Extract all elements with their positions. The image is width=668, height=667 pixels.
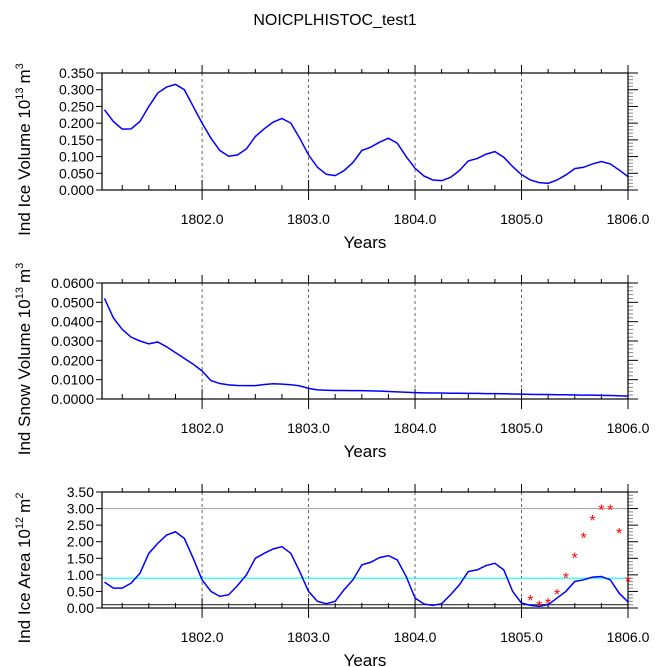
y-tick-label: 0.50 xyxy=(67,583,94,599)
observation-marker: * xyxy=(572,551,578,568)
x-axis-label: Years xyxy=(344,233,387,252)
y-tick-label: 0.150 xyxy=(59,132,94,148)
x-axis-label: Years xyxy=(344,651,387,667)
x-tick-label: 1803.0 xyxy=(287,629,330,645)
y-axis-label: Ind Ice Volume 1013m3 xyxy=(14,63,34,236)
x-tick-label: 1802.0 xyxy=(181,420,224,436)
observation-marker: * xyxy=(527,593,533,610)
observation-marker: * xyxy=(589,513,595,530)
y-tick-label: 2.00 xyxy=(67,534,94,550)
y-tick-label: 0.350 xyxy=(59,65,94,81)
x-axis-label: Years xyxy=(344,442,387,461)
y-tick-label: 2.50 xyxy=(67,517,94,533)
y-tick-label: 0.100 xyxy=(59,149,94,165)
plot-frame xyxy=(101,72,629,191)
x-tick-label: 1805.0 xyxy=(500,629,543,645)
y-tick-label: 0.0600 xyxy=(51,275,94,291)
x-tick-label: 1805.0 xyxy=(500,420,543,436)
y-tick-label: 3.50 xyxy=(67,484,94,500)
figure-title: NOICPLHISTOC_test1 xyxy=(253,12,416,29)
observation-marker: * xyxy=(607,503,613,520)
plot-frame xyxy=(101,282,629,400)
y-tick-label: 0.300 xyxy=(59,82,94,98)
x-tick-label: 1806.0 xyxy=(607,211,650,227)
y-tick-label: 0.0200 xyxy=(51,352,94,368)
series-line xyxy=(103,83,629,185)
y-tick-label: 0.250 xyxy=(59,98,94,114)
y-tick-label: 0.000 xyxy=(59,182,94,198)
y-tick-label: 0.200 xyxy=(59,115,94,131)
y-tick-label: 0.0000 xyxy=(51,391,94,407)
panel-2: 1802.0 1803.0 1804.0 1805.0 1806.0 0.0000 0.01… xyxy=(14,263,650,461)
x-tick-label: 1802.0 xyxy=(181,211,224,227)
x-tick-label: 1803.0 xyxy=(287,211,330,227)
y-tick-label: 3.00 xyxy=(67,501,94,517)
observation-marker: * xyxy=(598,503,604,520)
observation-marker: * xyxy=(554,587,560,604)
series-line xyxy=(104,530,629,608)
observation-marker: * xyxy=(563,571,569,588)
x-tick-label: 1804.0 xyxy=(394,211,437,227)
x-tick-label: 1802.0 xyxy=(181,629,224,645)
observation-marker: * xyxy=(625,574,631,591)
y-tick-label: 0.00 xyxy=(67,600,94,616)
x-tick-label: 1806.0 xyxy=(607,420,650,436)
y-axis-label: Ind Ice Area 1012m2 xyxy=(14,493,34,644)
y-tick-label: 0.0100 xyxy=(51,372,94,388)
panel-1: 1802.0 1803.0 1804.0 1805.0 1806.0 0.0000.050… xyxy=(14,63,650,252)
x-tick-label: 1804.0 xyxy=(394,420,437,436)
observation-marker: * xyxy=(580,531,586,548)
x-tick-label: 1803.0 xyxy=(287,420,330,436)
y-tick-label: 1.00 xyxy=(67,567,94,583)
y-tick-label: 0.0500 xyxy=(51,294,94,310)
y-tick-label: 0.0400 xyxy=(51,314,94,330)
observation-marker: * xyxy=(616,526,622,543)
y-tick-label: 0.0300 xyxy=(51,333,94,349)
series-line xyxy=(103,298,629,397)
panel-3: 1802.0 1803.0 1804.0 1805.0 1806.00.000.501.… xyxy=(14,484,650,667)
x-tick-label: 1806.0 xyxy=(607,629,650,645)
observation-marker: * xyxy=(536,599,542,616)
y-tick-label: 0.050 xyxy=(59,165,94,181)
x-tick-label: 1804.0 xyxy=(394,629,437,645)
x-tick-label: 1805.0 xyxy=(500,211,543,227)
y-tick-label: 1.50 xyxy=(67,550,94,566)
plot-frame xyxy=(101,491,629,609)
y-axis-label: Ind Snow Volume 1013m3 xyxy=(14,263,34,456)
observation-marker: * xyxy=(545,596,551,613)
